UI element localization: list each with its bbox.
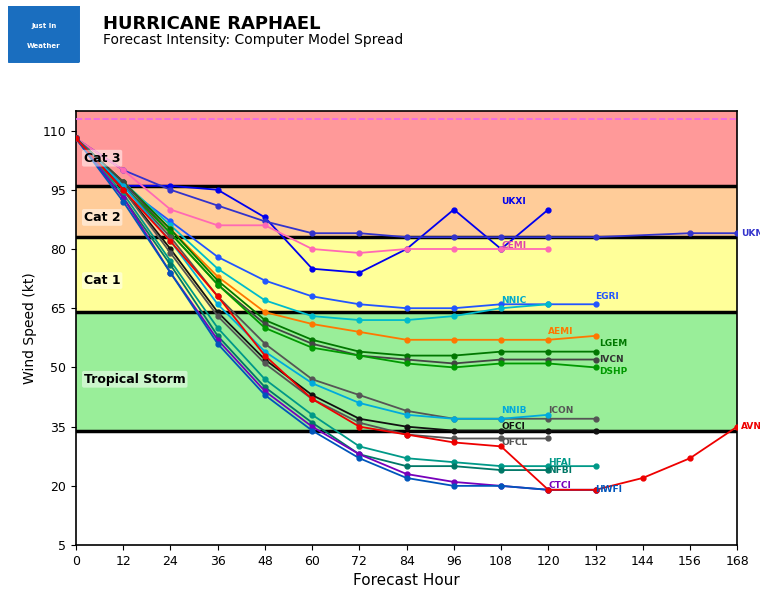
Text: LGEM: LGEM bbox=[600, 339, 628, 348]
Text: UKMI: UKMI bbox=[741, 229, 760, 238]
Text: EGRI: EGRI bbox=[596, 292, 619, 301]
Bar bbox=[76, 431, 737, 545]
Text: Cat 2: Cat 2 bbox=[84, 211, 121, 224]
Text: Just In: Just In bbox=[31, 23, 56, 29]
Text: Weather: Weather bbox=[27, 43, 61, 49]
Text: ICON: ICON bbox=[548, 406, 574, 415]
Text: Forecast Intensity: Computer Model Spread: Forecast Intensity: Computer Model Sprea… bbox=[103, 33, 403, 47]
Text: NNIC: NNIC bbox=[501, 296, 527, 305]
Text: Tropical Storm: Tropical Storm bbox=[84, 373, 185, 386]
Text: IVCN: IVCN bbox=[600, 355, 624, 364]
Bar bbox=[76, 312, 737, 431]
Text: OFCI: OFCI bbox=[501, 422, 525, 431]
Text: HFAI: HFAI bbox=[548, 458, 572, 467]
FancyBboxPatch shape bbox=[8, 5, 80, 63]
Bar bbox=[76, 186, 737, 237]
Y-axis label: Wind Speed (kt): Wind Speed (kt) bbox=[23, 272, 37, 384]
FancyBboxPatch shape bbox=[8, 7, 44, 34]
Text: DSHP: DSHP bbox=[600, 367, 628, 376]
Bar bbox=[76, 111, 737, 186]
Text: AVNI: AVNI bbox=[741, 422, 760, 431]
Text: OFCL: OFCL bbox=[501, 438, 527, 447]
Text: Cat 1: Cat 1 bbox=[84, 274, 121, 287]
Text: NFBI: NFBI bbox=[548, 465, 572, 474]
Text: UKXI: UKXI bbox=[501, 197, 526, 206]
Text: NNIB: NNIB bbox=[501, 406, 527, 415]
Text: HWFI: HWFI bbox=[596, 485, 622, 494]
Text: CTCI: CTCI bbox=[548, 482, 572, 491]
Text: CEMI: CEMI bbox=[501, 241, 526, 250]
Text: Cat 3: Cat 3 bbox=[84, 152, 120, 165]
X-axis label: Forecast Hour: Forecast Hour bbox=[353, 573, 460, 588]
Bar bbox=[76, 237, 737, 312]
Text: AEMI: AEMI bbox=[548, 328, 574, 337]
Text: HURRICANE RAPHAEL: HURRICANE RAPHAEL bbox=[103, 15, 320, 33]
